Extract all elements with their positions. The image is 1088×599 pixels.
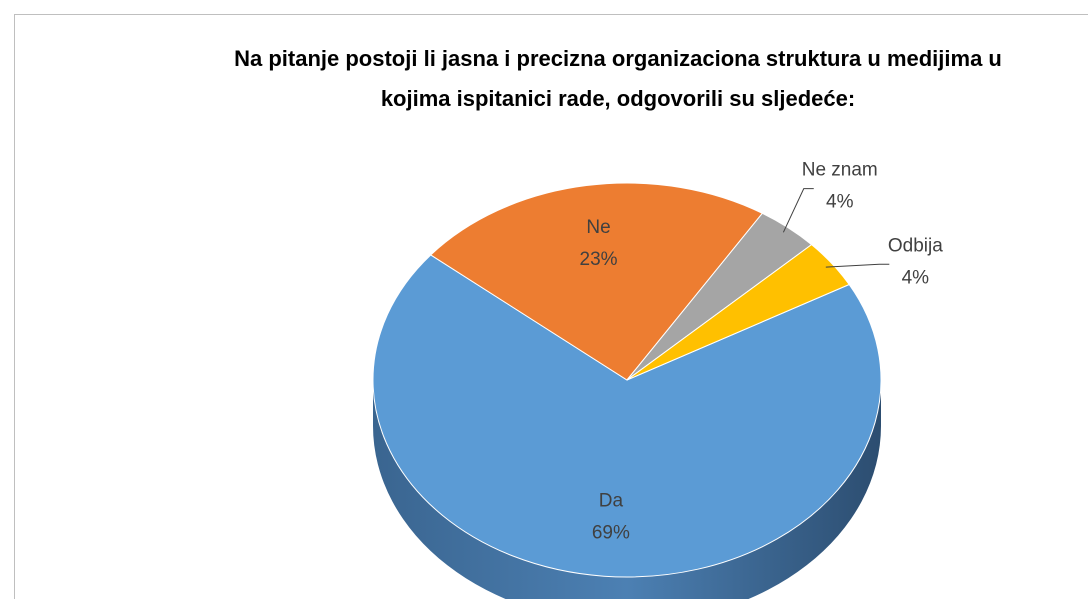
data-label-name: Odbija — [888, 235, 943, 256]
data-label-value: 4% — [826, 192, 854, 213]
data-label-value: 69% — [592, 522, 630, 543]
leader-line — [782, 188, 814, 233]
data-label-value: 23% — [580, 249, 618, 270]
chart-title: kojima ispitanici rade, odgovorili su sl… — [381, 86, 855, 111]
slice — [429, 182, 764, 381]
leader-line — [825, 263, 890, 268]
chart-title: Na pitanje postoji li jasna i precizna o… — [234, 46, 1002, 71]
data-label-name: Ne — [586, 217, 610, 238]
data-label-name: Ne znam — [802, 160, 878, 181]
slice — [372, 254, 882, 578]
slice — [626, 244, 850, 381]
data-label-name: Da — [599, 490, 624, 511]
data-label-value: 4% — [902, 267, 930, 288]
